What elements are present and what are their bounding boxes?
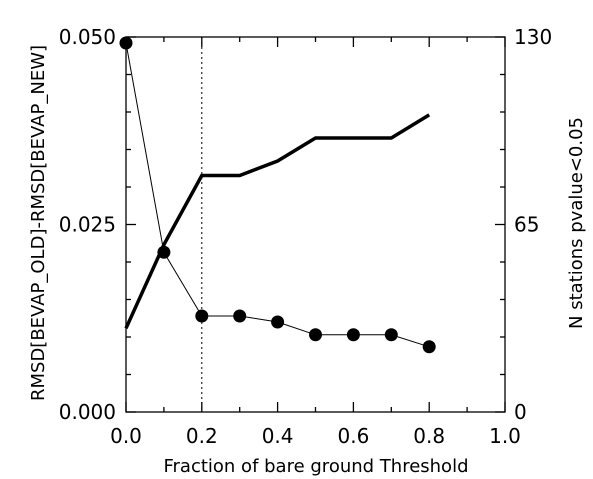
left-y-axis-ticks: 0.000 0.025 0.050: [59, 25, 136, 424]
right-y-tick-label: 130: [514, 25, 552, 49]
data-point-rmsd-difference: [233, 309, 247, 323]
x-tick-label: 0.6: [337, 424, 369, 448]
right-y-tick-label: 0: [514, 400, 527, 424]
x-axis-title: Fraction of bare ground Threshold: [163, 456, 468, 477]
x-tick-label: 1.0: [489, 424, 521, 448]
right-y-axis-ticks: 0 65 130: [495, 25, 552, 424]
plot-frame: [125, 36, 506, 413]
x-axis-ticks: 0.0 0.2 0.4 0.6 0.8 1.0: [110, 37, 521, 448]
right-y-tick-label: 65: [514, 213, 539, 237]
left-y-axis-title: RMSD[BEVAP_OLD]-RMSD[BEVAP_NEW]: [28, 45, 49, 401]
left-y-tick-label: 0.000: [59, 400, 116, 424]
series-group: [119, 36, 436, 354]
data-point-rmsd-difference: [271, 315, 285, 329]
data-point-rmsd-difference: [422, 340, 436, 354]
x-tick-label: 0.4: [262, 424, 294, 448]
right-y-axis-title: N stations pvalue<0.05: [566, 117, 587, 329]
data-point-rmsd-difference: [195, 309, 209, 323]
x-tick-label: 0.0: [110, 424, 142, 448]
series-line-rmsd-difference: [125, 42, 430, 348]
x-tick-label: 0.8: [413, 424, 445, 448]
data-point-rmsd-difference: [119, 36, 133, 50]
data-point-rmsd-difference: [346, 328, 360, 342]
left-y-tick-label: 0.050: [59, 25, 116, 49]
data-point-rmsd-difference: [309, 328, 322, 342]
left-y-tick-label: 0.025: [59, 213, 116, 237]
data-point-rmsd-difference: [384, 328, 398, 342]
plot-area: [125, 36, 506, 413]
series-line-n-stations: [124, 113, 431, 330]
x-tick-label: 0.2: [186, 424, 218, 448]
